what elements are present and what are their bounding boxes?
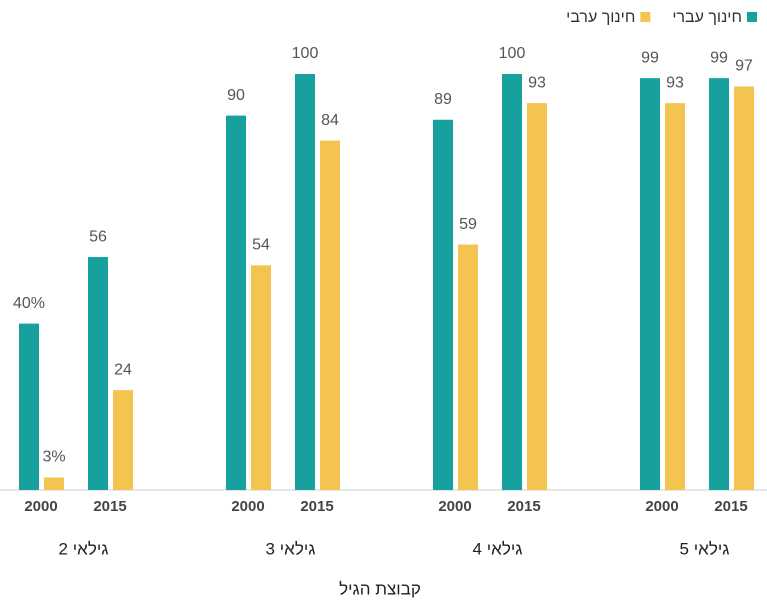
legend-swatch — [640, 12, 651, 22]
group-label: גילאי 5 — [680, 539, 730, 558]
value-label: 84 — [321, 112, 339, 129]
x-tick-label: 2015 — [93, 498, 126, 515]
bar — [251, 265, 271, 490]
bar — [44, 477, 64, 490]
legend-swatch — [747, 12, 757, 22]
bar — [113, 390, 133, 490]
bar — [734, 86, 754, 490]
x-tick-label: 2000 — [231, 498, 264, 515]
legend-label: חינוך ערבי — [566, 9, 635, 26]
bar — [502, 74, 522, 490]
bar — [458, 244, 478, 490]
x-tick-label: 2000 — [438, 498, 471, 515]
bar — [88, 257, 108, 490]
bar — [665, 103, 685, 491]
value-label: 93 — [528, 74, 546, 91]
group-label: גילאי 3 — [266, 539, 316, 558]
value-label: 59 — [459, 216, 477, 233]
x-tick-label: 2015 — [300, 498, 333, 515]
bar — [295, 74, 315, 490]
bar — [320, 140, 340, 490]
value-label: 100 — [292, 45, 319, 62]
value-label: 93 — [666, 74, 684, 91]
group-label: גילאי 4 — [473, 539, 523, 558]
value-label: 89 — [434, 91, 452, 108]
value-label: 97 — [735, 58, 753, 75]
legend-label: חינוך עברי — [672, 9, 742, 26]
value-label: 40% — [13, 295, 45, 312]
x-tick-label: 2015 — [714, 498, 747, 515]
bar — [527, 103, 547, 491]
x-tick-label: 2000 — [24, 498, 57, 515]
x-axis-title: קבוצת הגיל — [339, 579, 421, 598]
bar — [19, 323, 39, 490]
value-label: 54 — [252, 237, 270, 254]
bar — [709, 78, 729, 490]
value-label: 90 — [227, 87, 245, 104]
x-tick-label: 2015 — [507, 498, 540, 515]
value-label: 3% — [42, 449, 65, 466]
bar — [640, 78, 660, 490]
bar — [433, 119, 453, 490]
value-label: 100 — [499, 45, 526, 62]
value-label: 24 — [114, 361, 132, 378]
group-label: גילאי 2 — [59, 539, 109, 558]
x-tick-label: 2000 — [645, 498, 678, 515]
bar — [226, 115, 246, 490]
value-label: 99 — [710, 49, 728, 66]
value-label: 99 — [641, 49, 659, 66]
value-label: 56 — [89, 228, 107, 245]
